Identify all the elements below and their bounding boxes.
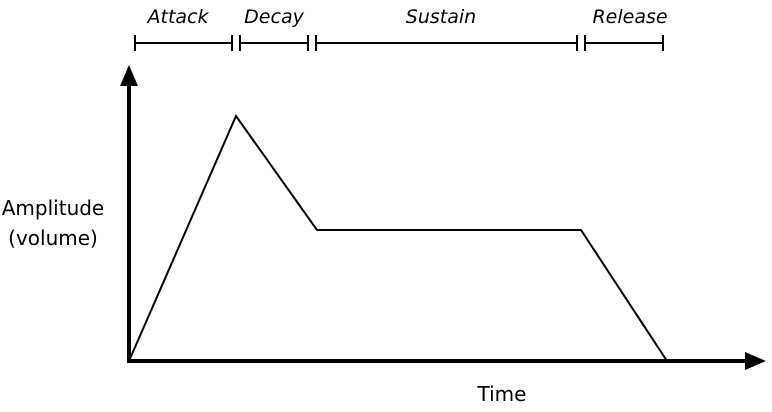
sustain-bracket [315,35,578,51]
x-axis-arrowhead [745,352,766,370]
release-bracket [584,35,664,51]
y-axis-arrowhead [120,65,138,86]
release-label: Release [592,6,667,28]
decay-label: Decay [244,6,304,28]
x-axis-label: Time [477,382,527,406]
attack-bracket [134,35,233,51]
envelope-curve [128,113,668,362]
decay-bracket [239,35,309,51]
attack-label: Attack [146,6,210,28]
sustain-label: Sustain [406,6,476,28]
y-axis-label-line1: Amplitude [2,196,105,220]
y-axis-label-line2: (volume) [8,226,98,250]
